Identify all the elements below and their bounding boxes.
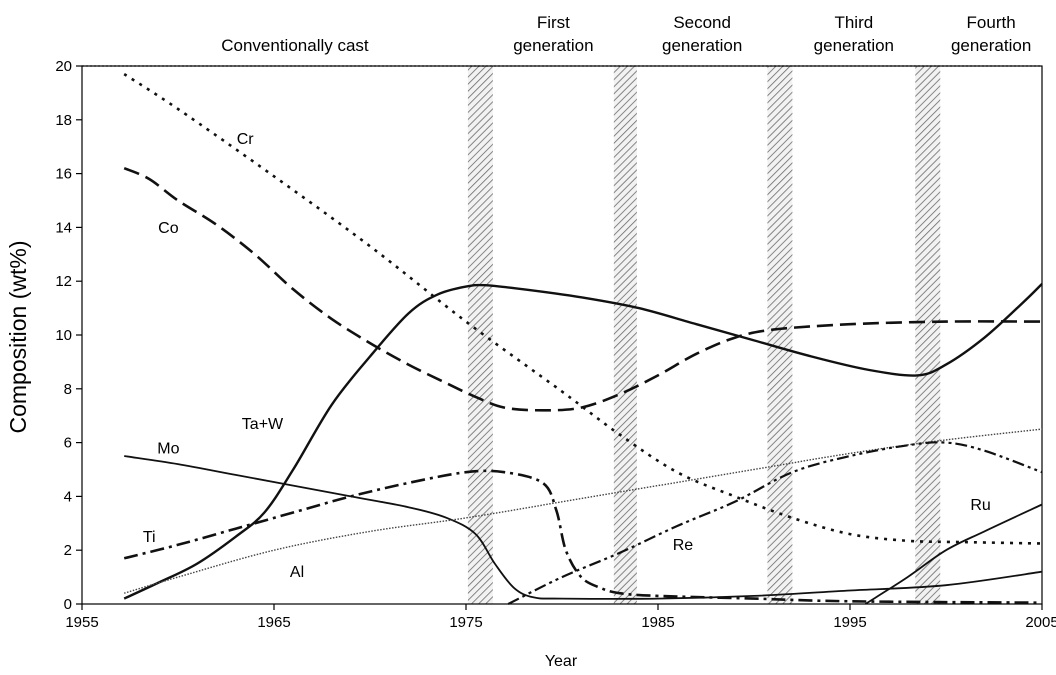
series-label-co: Co [158,220,179,237]
era-label-5: Fourth generation [951,13,1031,55]
era-label-3: Second generation [662,13,742,55]
y-tick-label: 10 [55,327,72,344]
series-label-ta-w: Ta+W [242,416,284,433]
series-line-ta-w [124,284,1042,599]
plot-frame [82,66,1042,604]
series-label-mo: Mo [157,440,179,457]
era-boundary-band-4 [915,66,940,604]
axes: 0 2 4 6 8 10 12 14 16 18 20 1955 1965 1975 1985 1995 200… [55,58,1056,631]
series-line-al [124,429,1042,593]
y-tick-label: 6 [64,435,72,452]
series-line-mo [124,456,1042,599]
series-labels: Cr Co Ta+W Mo Ti Al Re Ru [143,131,991,581]
era-label-line: Fourth [967,13,1016,32]
series-label-cr: Cr [237,131,255,148]
series-line-cr [124,74,1042,543]
era-label-4: Third generation [814,13,894,55]
y-tick-label: 0 [64,596,72,613]
era-label-line: Second [673,13,731,32]
series-label-ru: Ru [970,497,990,514]
era-label-line: generation [662,36,742,55]
series-label-al: Al [290,564,304,581]
y-tick-label: 4 [64,488,72,505]
era-boundary-bands [468,66,940,604]
era-label-1: Conventionally cast [221,36,369,55]
x-tick-label: 1995 [833,614,866,631]
era-boundary-band-3 [767,66,792,604]
era-label-line: Third [834,13,873,32]
x-tick-label: 1975 [449,614,482,631]
y-axis-title: Composition (wt%) [5,241,31,434]
series-label-re: Re [673,537,694,554]
era-label-line: generation [951,36,1031,55]
era-label-line: generation [814,36,894,55]
x-tick-label: 2005 [1025,614,1056,631]
era-boundary-band-1 [468,66,493,604]
x-tick-label: 1965 [257,614,290,631]
y-tick-label: 20 [55,58,72,75]
era-label-line: Conventionally cast [221,36,369,55]
series-label-ti: Ti [143,529,156,546]
y-tick-label: 12 [55,273,72,290]
era-label-line: generation [513,36,593,55]
era-label-2: First generation [513,13,593,55]
era-label-line: First [537,13,570,32]
y-tick-label: 18 [55,112,72,129]
y-tick-label: 16 [55,166,72,183]
era-boundary-band-2 [614,66,637,604]
x-axis-title: Year [545,653,578,670]
series-line-ti [124,471,1042,603]
series-lines [124,74,1042,604]
y-tick-label: 2 [64,542,72,559]
x-tick-label: 1985 [641,614,674,631]
y-tick-label: 14 [55,219,72,236]
x-tick-label: 1955 [65,614,98,631]
y-tick-label: 8 [64,381,72,398]
